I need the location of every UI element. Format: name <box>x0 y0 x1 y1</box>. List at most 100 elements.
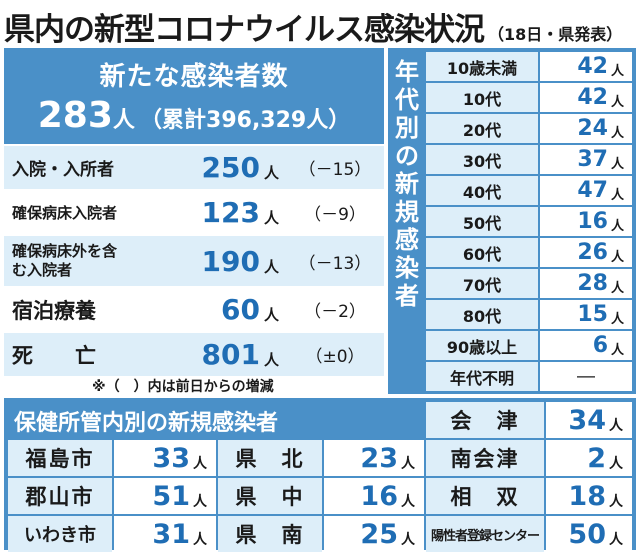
title-main: 県内の新型コロナウイルス感染状況 <box>4 12 485 48</box>
age-row-label: 60代 <box>426 238 538 267</box>
health-center-unit: 人 <box>193 456 207 472</box>
age-row-cell: 15 人 <box>540 300 632 329</box>
age-title-char: 規 <box>395 198 419 226</box>
age-title-char: の <box>395 142 419 170</box>
page-title: 県内の新型コロナウイルス感染状況 （18日・県発表） <box>4 4 623 48</box>
age-title-char: 感 <box>395 226 419 254</box>
summary-row: 入院・入所者 250 人 （－15） <box>4 146 384 189</box>
health-center-unit: 人 <box>609 494 623 510</box>
health-center-value: 34 <box>568 404 606 436</box>
age-row-value: 16 <box>577 209 608 234</box>
health-center-value: 31 <box>152 518 190 550</box>
health-center-cell: 16 人 <box>324 478 424 514</box>
health-center-value: 23 <box>360 442 398 474</box>
new-cases-header: 新たな感染者数 283人 （累計396,329人） <box>4 48 384 144</box>
health-center-value: 51 <box>152 480 190 512</box>
age-row-unit: 人 <box>611 188 625 203</box>
summary-row-label: 死 亡 <box>12 343 96 368</box>
age-row: 20代 24 人 <box>426 114 632 143</box>
health-center-label: 県 北 <box>218 440 322 476</box>
summary-row-unit: 人 <box>264 257 280 276</box>
summary-row-value: 801 <box>201 338 260 371</box>
health-center-value: 2 <box>587 442 606 474</box>
age-row-cell: 47 人 <box>540 176 632 205</box>
new-cases-value: 283 <box>37 95 113 136</box>
age-row-value: 37 <box>577 147 608 172</box>
summary-row-unit: 人 <box>264 351 280 369</box>
health-center-cell: 18 人 <box>546 478 632 514</box>
title-source-note: （18日・県発表） <box>488 25 623 44</box>
health-center-label: 福島市 <box>8 440 112 476</box>
health-center-label: 南会津 <box>426 440 544 476</box>
age-row-value: ― <box>577 366 595 387</box>
health-center-value: 33 <box>152 442 190 474</box>
health-center-panel: 保健所管内別の新規感染者 会 津 34 人 福島市 33 人 県 北 23 人 南会津… <box>4 398 636 552</box>
health-center-title: 保健所管内別の新規感染者 <box>14 411 279 436</box>
health-center-value: 50 <box>568 518 606 550</box>
new-cases-total: 283人 （累計396,329人） <box>4 95 384 136</box>
health-center-label: 相 双 <box>426 478 544 514</box>
age-row-value: 42 <box>577 54 608 79</box>
health-center-unit: 人 <box>609 532 623 548</box>
health-center-value: 18 <box>568 480 606 512</box>
health-center-unit: 人 <box>609 418 623 434</box>
age-row: 50代 16 人 <box>426 207 632 236</box>
new-cases-label: 新たな感染者数 <box>99 62 289 92</box>
age-row-label: 10代 <box>426 83 538 112</box>
summary-row: 確保病床入院者 123 人 （－9） <box>4 191 384 234</box>
summary-row: 死 亡 801 人 （±0） <box>4 333 384 376</box>
age-row-unit: 人 <box>611 343 625 358</box>
age-row-unit: 人 <box>611 95 625 110</box>
health-center-cell: 23 人 <box>324 440 424 476</box>
summary-row: 確保病床外を含む入院者 190 人 （－13） <box>4 236 384 286</box>
age-row: 10歳未満 42 人 <box>426 52 632 81</box>
summary-row-value: 123 <box>201 196 260 229</box>
health-center-label: 会 津 <box>426 402 544 438</box>
summary-row-unit: 人 <box>264 209 280 227</box>
age-title-char: 染 <box>395 254 419 282</box>
age-row: 年代不明 ― <box>426 362 632 391</box>
age-row-value: 6 <box>592 333 608 358</box>
health-center-label: 陽性者登録センター <box>426 516 544 552</box>
age-row-label: 80代 <box>426 300 538 329</box>
age-row-unit: 人 <box>611 281 625 296</box>
age-row-unit: 人 <box>611 126 625 141</box>
age-title-char: 代 <box>395 86 419 114</box>
health-center-unit: 人 <box>193 494 207 510</box>
summary-row-value: 250 <box>201 151 260 184</box>
age-row-value: 28 <box>577 271 608 296</box>
age-panel: 年代別の新規感染者 10歳未満 42 人 10代 42 人 20代 24 人 30代 … <box>388 48 636 394</box>
summary-row-value: 60 <box>221 293 260 326</box>
summary-row-change: （－13） <box>298 253 372 274</box>
age-row-value: 42 <box>577 85 608 110</box>
age-row-cell: ― <box>540 362 632 391</box>
health-center-label: 県 中 <box>218 478 322 514</box>
summary-row-label: 宿泊療養 <box>12 298 96 323</box>
age-row-value: 26 <box>577 240 608 265</box>
age-row-unit: 人 <box>611 250 625 265</box>
health-center-value: 25 <box>360 518 398 550</box>
age-row-unit: 人 <box>611 219 625 234</box>
summary-row-label: 入院・入所者 <box>12 160 114 180</box>
summary-panel: 新たな感染者数 283人 （累計396,329人） 入院・入所者 250 人 （… <box>4 48 384 394</box>
age-row-cell: 42 人 <box>540 52 632 81</box>
age-row-label: 40代 <box>426 176 538 205</box>
age-row-unit: 人 <box>611 64 625 79</box>
summary-row-label: 確保病床外を含む入院者 <box>12 242 118 279</box>
age-row-label: 30代 <box>426 145 538 174</box>
age-row-cell: 24 人 <box>540 114 632 143</box>
summary-row-value: 190 <box>201 244 260 278</box>
new-cases-unit: 人 <box>112 108 135 133</box>
age-row-label: 50代 <box>426 207 538 236</box>
health-center-label: 県 南 <box>218 516 322 552</box>
health-center-value: 16 <box>360 480 398 512</box>
health-center-cell: 25 人 <box>324 516 424 552</box>
summary-row-change: （±0） <box>305 347 365 367</box>
age-title-char: 年 <box>395 58 419 86</box>
health-center-label: いわき市 <box>8 516 112 552</box>
age-row-cell: 26 人 <box>540 238 632 267</box>
age-row-cell: 28 人 <box>540 269 632 298</box>
